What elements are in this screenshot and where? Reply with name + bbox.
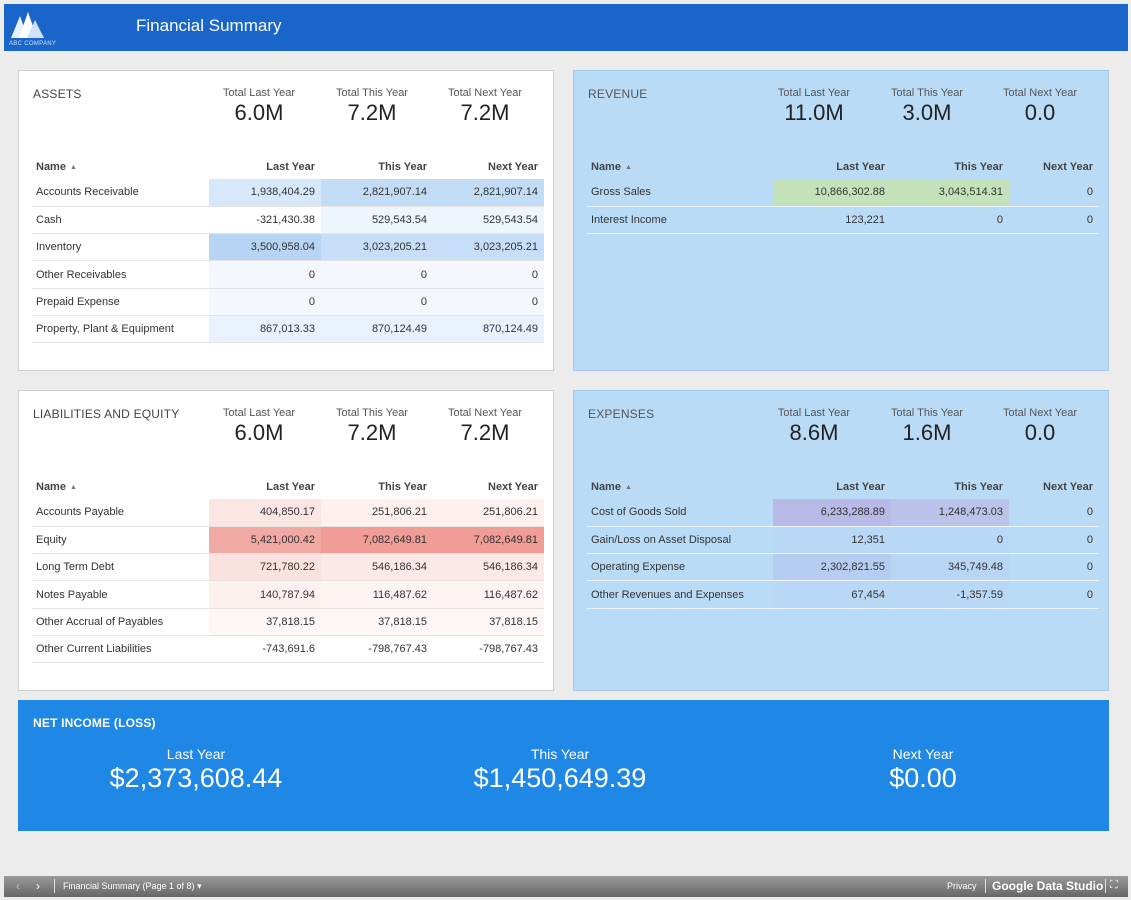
page-title: Financial Summary <box>136 16 282 35</box>
liabilities-kpi-last: Total Last Year 6.0M <box>222 407 296 445</box>
table-row: Accounts Receivable 1,938,404.29 2,821,9… <box>32 179 544 207</box>
sort-asc-icon: ▲ <box>624 483 632 491</box>
assets-kpi-next: Total Next Year 7.2M <box>448 87 522 125</box>
chevron-down-icon: ▾ <box>197 881 202 891</box>
sort-asc-icon: ▲ <box>69 483 77 491</box>
liabilities-table: Name ▲ Last Year This Year Next Year Acco… <box>32 475 544 664</box>
prev-page-icon[interactable]: ‹ <box>16 879 20 893</box>
fullscreen-icon[interactable]: ⛶ <box>1110 879 1118 891</box>
table-row: Gross Sales 10,866,302.88 3,043,514.31 0 <box>587 179 1099 207</box>
col-header-this[interactable]: This Year <box>378 161 427 173</box>
col-header-last[interactable]: Last Year <box>266 481 315 493</box>
sort-asc-icon: ▲ <box>69 163 77 171</box>
expenses-title: EXPENSES <box>588 407 655 421</box>
revenue-table: Name ▲ Last Year This Year Next Year Gros… <box>587 155 1099 235</box>
col-header-this[interactable]: This Year <box>954 481 1003 493</box>
table-row: Other Accrual of Payables 37,818.15 37,8… <box>32 608 544 636</box>
table-row: Interest Income 123,221 0 0 <box>587 206 1099 235</box>
net-income-next: Next Year $0.00 <box>889 746 957 793</box>
net-income-this: This Year $1,450,649.39 <box>473 746 647 793</box>
table-row: Cash -321,430.38 529,543.54 529,543.54 <box>32 206 544 235</box>
col-header-next[interactable]: Next Year <box>488 161 538 173</box>
net-income-panel: NET INCOME (LOSS) Last Year $2,373,608.4… <box>18 700 1109 831</box>
table-row: Gain/Loss on Asset Disposal 12,351 0 0 <box>587 526 1099 555</box>
divider <box>985 879 986 893</box>
col-header-name[interactable]: Name ▲ <box>591 481 632 493</box>
col-header-last[interactable]: Last Year <box>266 161 315 173</box>
header-bar: ABC COMPANY Financial Summary <box>4 4 1128 51</box>
revenue-kpi-next: Total Next Year 0.0 <box>1003 87 1077 125</box>
page-selector[interactable]: Financial Summary (Page 1 of 8) ▾ <box>63 881 202 891</box>
col-header-next[interactable]: Next Year <box>488 481 538 493</box>
expenses-kpi-this: Total This Year 1.6M <box>891 407 963 445</box>
report-footer: ‹ › Financial Summary (Page 1 of 8) ▾ Pr… <box>4 876 1128 897</box>
net-income-title: NET INCOME (LOSS) <box>33 716 156 730</box>
col-header-name[interactable]: Name ▲ <box>36 161 77 173</box>
company-logo: ABC COMPANY <box>8 6 64 50</box>
liabilities-kpi-this: Total This Year 7.2M <box>336 407 408 445</box>
revenue-kpi-last: Total Last Year 11.0M <box>777 87 851 125</box>
col-header-next[interactable]: Next Year <box>1043 161 1093 173</box>
table-row: Cost of Goods Sold 6,233,288.89 1,248,47… <box>587 499 1099 527</box>
table-row: Other Revenues and Expenses 67,454 -1,35… <box>587 580 1099 609</box>
logo-text: ABC COMPANY <box>9 41 57 47</box>
next-page-icon[interactable]: › <box>36 879 40 893</box>
google-data-studio-brand[interactable]: Google Data Studio <box>992 879 1104 893</box>
table-row: Property, Plant & Equipment 867,013.33 8… <box>32 315 544 344</box>
expenses-kpi-last: Total Last Year 8.6M <box>777 407 851 445</box>
col-header-this[interactable]: This Year <box>378 481 427 493</box>
assets-card: ASSETS Total Last Year 6.0M Total This Y… <box>18 70 554 371</box>
divider <box>1105 879 1106 893</box>
col-header-last[interactable]: Last Year <box>836 481 885 493</box>
table-row: Other Current Liabilities -743,691.6 -79… <box>32 635 544 664</box>
col-header-next[interactable]: Next Year <box>1043 481 1093 493</box>
net-income-last: Last Year $2,373,608.44 <box>109 746 283 793</box>
table-row: Other Receivables 0 0 0 <box>32 260 544 289</box>
assets-kpi-this: Total This Year 7.2M <box>336 87 408 125</box>
revenue-kpi-this: Total This Year 3.0M <box>891 87 963 125</box>
assets-kpi-last: Total Last Year 6.0M <box>222 87 296 125</box>
assets-title: ASSETS <box>33 87 82 101</box>
table-row: Inventory 3,500,958.04 3,023,205.21 3,02… <box>32 233 544 262</box>
expenses-card: EXPENSES Total Last Year 8.6M Total This… <box>573 390 1109 691</box>
table-row: Long Term Debt 721,780.22 546,186.34 546… <box>32 553 544 582</box>
liabilities-kpi-next: Total Next Year 7.2M <box>448 407 522 445</box>
divider <box>54 879 55 893</box>
assets-table: Name ▲ Last Year This Year Next Year Acco… <box>32 155 544 344</box>
revenue-title: REVENUE <box>588 87 648 101</box>
sort-asc-icon: ▲ <box>624 163 632 171</box>
table-row: Equity 5,421,000.42 7,082,649.81 7,082,6… <box>32 526 544 555</box>
liabilities-title: LIABILITIES AND EQUITY <box>33 407 180 421</box>
table-row: Notes Payable 140,787.94 116,487.62 116,… <box>32 580 544 609</box>
revenue-card: REVENUE Total Last Year 11.0M Total This… <box>573 70 1109 371</box>
col-header-this[interactable]: This Year <box>954 161 1003 173</box>
col-header-last[interactable]: Last Year <box>836 161 885 173</box>
table-row: Operating Expense 2,302,821.55 345,749.4… <box>587 553 1099 582</box>
privacy-link[interactable]: Privacy <box>947 881 977 891</box>
expenses-table: Name ▲ Last Year This Year Next Year Cost… <box>587 475 1099 609</box>
col-header-name[interactable]: Name ▲ <box>36 481 77 493</box>
col-header-name[interactable]: Name ▲ <box>591 161 632 173</box>
expenses-kpi-next: Total Next Year 0.0 <box>1003 407 1077 445</box>
table-row: Prepaid Expense 0 0 0 <box>32 288 544 316</box>
table-row: Accounts Payable 404,850.17 251,806.21 2… <box>32 499 544 527</box>
liabilities-card: LIABILITIES AND EQUITY Total Last Year 6… <box>18 390 554 691</box>
